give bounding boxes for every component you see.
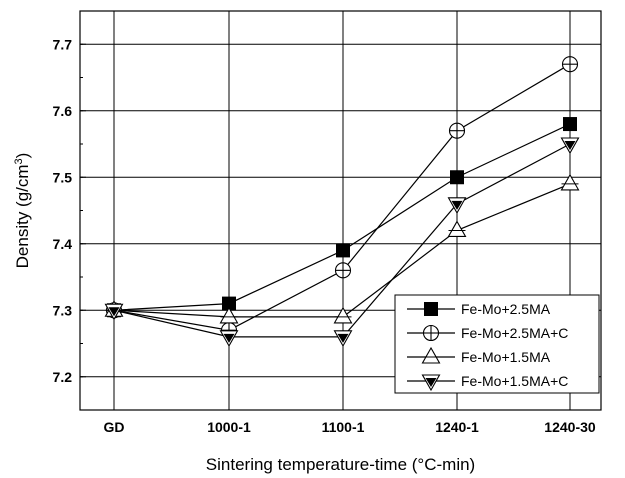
data-point [422,324,440,342]
data-point [104,303,124,321]
y-axis-title: Density (g/cm3) [13,153,32,269]
data-point [333,306,353,324]
legend-label: Fe-Mo+2.5MA [461,301,551,317]
y-tick-label: 7.2 [53,369,73,385]
y-axis-title-main: Density (g/cm [13,164,32,268]
x-tick-label: 1240-1 [435,419,479,435]
data-point [450,170,464,185]
triangle-up-marker [421,346,441,364]
data-point [219,330,239,347]
data-point [421,374,441,392]
triangle-up-marker [447,220,467,237]
data-point [448,122,466,139]
data-point [560,173,580,191]
y-axis-ticks: 7.2 7.3 7.4 7.5 7.6 7.7 [53,10,86,411]
plot-frame [79,10,602,411]
triangle-down-marker-fill [337,333,349,343]
data-point [421,346,441,364]
legend-entry: Fe-Mo+1.5MA+C [407,373,568,392]
square-marker [336,243,350,258]
data-point [447,220,467,237]
x-tick-label: 1100-1 [322,419,365,435]
legend-entry: Fe-Mo+1.5MA [407,346,551,365]
x-tick-label: 1240-30 [544,419,596,435]
series-1 [107,117,577,318]
triangle-up-marker [333,306,353,324]
y-tick-label: 7.3 [53,302,73,318]
y-tick-label: 7.4 [53,236,73,252]
grid-lines [80,11,601,410]
triangle-down-marker-fill [108,307,120,317]
square-marker [222,296,236,311]
legend-entry: Fe-Mo+2.5MA [407,301,551,317]
y-tick-label: 7.5 [53,169,73,185]
data-point [333,330,353,347]
legend-label: Fe-Mo+1.5MA+C [461,373,568,389]
data-point [560,137,580,155]
triangle-down-marker-fill [223,333,235,343]
square-marker [450,170,464,185]
y-tick-label: 7.7 [53,36,73,52]
triangle-down-marker-fill [564,141,576,150]
data-point [424,302,438,316]
data-point [561,56,579,73]
legend-entry: Fe-Mo+2.5MA+C [407,324,568,342]
data-point [219,306,239,324]
y-axis-title-close: ) [13,153,32,159]
triangle-down-marker-fill [425,378,437,387]
y-axis-title-superscript: 3 [13,158,25,164]
data-point [334,262,352,279]
legend: Fe-Mo+2.5MA Fe-Mo+2.5MA+C Fe-Mo+1.5MA Fe-Mo… [394,294,600,394]
square-marker [563,117,577,132]
series-4 [104,137,580,347]
legend-label: Fe-Mo+2.5MA+C [461,325,568,341]
x-axis-ticks: GD 1000-1 1100-1 1240-1 1240-30 [104,404,596,435]
series-layer [104,56,580,347]
data-point [222,296,236,311]
y-tick-label: 7.6 [53,103,73,119]
x-tick-label: 1000-1 [207,419,251,435]
data-point [447,197,467,214]
legend-label: Fe-Mo+1.5MA [461,349,551,365]
x-tick-label: GD [104,419,125,435]
triangle-up-marker [560,173,580,191]
triangle-down-marker-fill [451,200,463,210]
data-point [336,243,350,258]
x-axis-title: Sintering temperature-time (°C-min) [206,455,475,474]
square-marker [424,302,438,316]
triangle-up-marker [219,306,239,324]
data-point [563,117,577,132]
